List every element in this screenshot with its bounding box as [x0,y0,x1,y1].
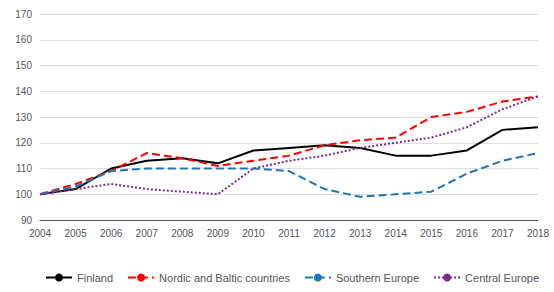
svg-text:2006: 2006 [100,228,123,239]
svg-text:130: 130 [15,112,32,123]
svg-text:2015: 2015 [420,228,443,239]
svg-text:2017: 2017 [491,228,514,239]
svg-text:170: 170 [15,9,32,20]
svg-text:140: 140 [15,86,32,97]
svg-text:Finland: Finland [77,272,113,284]
svg-text:Central Europe: Central Europe [465,272,539,284]
svg-text:90: 90 [21,215,33,226]
svg-text:2011: 2011 [278,228,300,239]
svg-text:160: 160 [15,34,32,45]
svg-text:2018: 2018 [527,228,550,239]
svg-text:2010: 2010 [242,228,265,239]
svg-text:150: 150 [15,60,32,71]
svg-text:Nordic and Baltic countries: Nordic and Baltic countries [159,272,290,284]
svg-text:2004: 2004 [29,228,52,239]
svg-text:100: 100 [15,189,32,200]
svg-text:2007: 2007 [136,228,159,239]
svg-text:2009: 2009 [207,228,230,239]
svg-text:2008: 2008 [171,228,194,239]
svg-text:2016: 2016 [456,228,479,239]
svg-text:2013: 2013 [349,228,372,239]
svg-text:120: 120 [15,137,32,148]
svg-text:110: 110 [16,163,32,174]
svg-text:2012: 2012 [313,228,336,239]
svg-text:2005: 2005 [64,228,87,239]
svg-text:2014: 2014 [385,228,408,239]
svg-text:Southern Europe: Southern Europe [336,272,419,284]
